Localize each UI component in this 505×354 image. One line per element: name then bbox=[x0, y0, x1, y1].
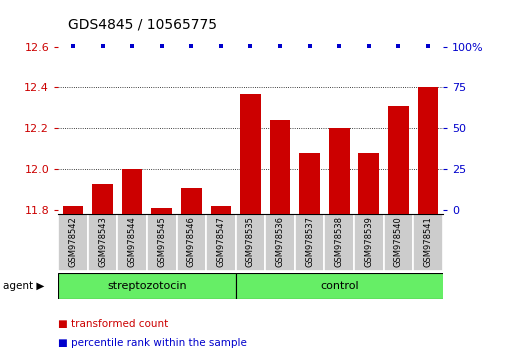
Text: agent ▶: agent ▶ bbox=[3, 281, 44, 291]
Text: GSM978542: GSM978542 bbox=[68, 216, 77, 267]
Text: GSM978544: GSM978544 bbox=[127, 216, 136, 267]
Text: GDS4845 / 10565775: GDS4845 / 10565775 bbox=[68, 18, 217, 32]
Point bbox=[217, 43, 225, 49]
Bar bbox=[265, 214, 294, 271]
Point bbox=[393, 43, 401, 49]
Bar bbox=[176, 214, 206, 271]
Bar bbox=[298, 153, 319, 214]
Point bbox=[187, 43, 195, 49]
Text: GSM978541: GSM978541 bbox=[423, 216, 432, 267]
Text: GSM978546: GSM978546 bbox=[186, 216, 195, 267]
Text: GSM978545: GSM978545 bbox=[157, 216, 166, 267]
Bar bbox=[235, 273, 457, 299]
Bar bbox=[358, 153, 378, 214]
Point bbox=[98, 43, 107, 49]
Point bbox=[246, 43, 254, 49]
Bar bbox=[63, 206, 83, 214]
Point bbox=[334, 43, 342, 49]
Bar bbox=[383, 214, 413, 271]
Text: ■ percentile rank within the sample: ■ percentile rank within the sample bbox=[58, 338, 246, 348]
Bar bbox=[294, 214, 324, 271]
Bar bbox=[151, 208, 172, 214]
Text: ■ transformed count: ■ transformed count bbox=[58, 319, 168, 329]
Point bbox=[423, 43, 431, 49]
Bar bbox=[58, 273, 235, 299]
Text: GSM978543: GSM978543 bbox=[98, 216, 107, 267]
Bar bbox=[417, 87, 437, 214]
Bar bbox=[269, 120, 290, 214]
Text: GSM978536: GSM978536 bbox=[275, 216, 284, 267]
Bar bbox=[181, 188, 201, 214]
Text: streptozotocin: streptozotocin bbox=[107, 281, 186, 291]
Bar bbox=[122, 169, 142, 214]
Text: GSM978539: GSM978539 bbox=[364, 216, 373, 267]
Point bbox=[158, 43, 166, 49]
Bar bbox=[87, 214, 117, 271]
Bar bbox=[92, 183, 113, 214]
Bar bbox=[146, 214, 176, 271]
Text: GSM978537: GSM978537 bbox=[305, 216, 314, 267]
Text: GSM978538: GSM978538 bbox=[334, 216, 343, 267]
Bar bbox=[324, 214, 353, 271]
Text: GSM978535: GSM978535 bbox=[245, 216, 255, 267]
Bar bbox=[210, 206, 231, 214]
Bar bbox=[58, 214, 87, 271]
Text: GSM978540: GSM978540 bbox=[393, 216, 402, 267]
Bar bbox=[387, 106, 408, 214]
Bar bbox=[206, 214, 235, 271]
Bar bbox=[117, 214, 146, 271]
Bar bbox=[413, 214, 442, 271]
Point bbox=[275, 43, 283, 49]
Point bbox=[305, 43, 313, 49]
Bar bbox=[354, 214, 383, 271]
Bar bbox=[240, 93, 260, 214]
Text: GSM978547: GSM978547 bbox=[216, 216, 225, 267]
Point bbox=[69, 43, 77, 49]
Point bbox=[128, 43, 136, 49]
Bar bbox=[328, 129, 349, 214]
Point bbox=[364, 43, 372, 49]
Text: control: control bbox=[319, 281, 358, 291]
Bar bbox=[235, 214, 265, 271]
